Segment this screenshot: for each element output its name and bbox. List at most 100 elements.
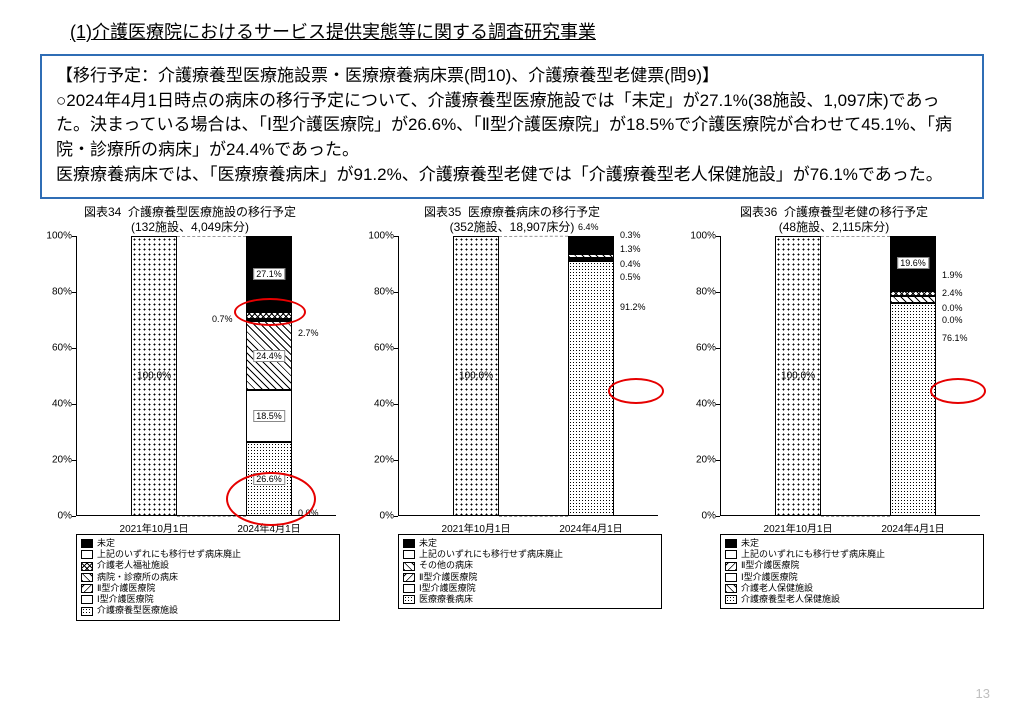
legend-item: Ⅰ型介護医療院 — [403, 583, 657, 594]
legend-swatch — [403, 562, 415, 571]
y-tick-label: 80% — [686, 286, 716, 297]
y-tick-label: 40% — [42, 398, 72, 409]
legend-swatch — [725, 550, 737, 559]
legend-label: 病院・診療所の病床 — [97, 572, 178, 583]
bar-total-label: 100.0% — [779, 370, 817, 381]
page-number: 13 — [976, 686, 990, 701]
bar-segment — [890, 296, 936, 303]
x-tick-label: 2024年4月1日 — [881, 520, 944, 535]
bar: 100.0% — [453, 236, 499, 516]
legend-swatch — [81, 562, 93, 571]
segment-external-label: 0.0% — [942, 303, 963, 313]
legend-swatch — [81, 607, 93, 616]
segment-label: 24.4% — [253, 350, 285, 362]
segment-external-label: 1.9% — [942, 270, 963, 280]
bar: 100.0% — [775, 236, 821, 516]
legend-item: 介護療養型老人保健施設 — [725, 594, 979, 605]
highlight-ellipse — [608, 378, 664, 404]
segment-label: 27.1% — [253, 268, 285, 280]
segment-external-label: 2.7% — [298, 328, 319, 338]
segment-label: 18.5% — [253, 410, 285, 422]
legend-item: その他の病床 — [403, 560, 657, 571]
legend-item: 上記のいずれにも移行せず病床廃止 — [403, 549, 657, 560]
legend-swatch — [403, 595, 415, 604]
chart-36: 図表36 介護療養型老健の移行予定 (48施設、2,115床分)0%20%40%… — [684, 205, 984, 621]
plot-area: 0%20%40%60%80%100%100.0%2021年10月1日76.1%0… — [720, 236, 980, 516]
legend-swatch — [403, 550, 415, 559]
plot-area: 0%20%40%60%80%100%100.0%2021年10月1日0.7%2.… — [76, 236, 336, 516]
legend-swatch — [81, 595, 93, 604]
legend-swatch — [403, 584, 415, 593]
x-tick-label: 2024年4月1日 — [559, 520, 622, 535]
y-tick-label: 0% — [686, 510, 716, 521]
segment-external-label: 76.1% — [942, 333, 968, 343]
bar-segment: 24.4% — [246, 321, 292, 389]
chart-35: 図表35 医療療養病床の移行予定 (352施設、18,907床分)0%20%40… — [362, 205, 662, 621]
legend-item: 介護療養型医療施設 — [81, 605, 335, 616]
legend-label: 未定 — [97, 538, 115, 549]
highlight-ellipse — [930, 378, 986, 404]
y-tick-label: 80% — [364, 286, 394, 297]
legend-swatch — [403, 573, 415, 582]
legend-label: 未定 — [419, 538, 437, 549]
highlight-ellipse — [226, 472, 316, 526]
legend-item: 未定 — [725, 538, 979, 549]
y-tick-label: 80% — [42, 286, 72, 297]
legend-item: 未定 — [81, 538, 335, 549]
legend-label: Ⅱ型介護医療院 — [419, 572, 477, 583]
legend-label: Ⅰ型介護医療院 — [419, 583, 476, 594]
y-tick-label: 40% — [686, 398, 716, 409]
legend-item: 介護老人保健施設 — [725, 583, 979, 594]
legend-item: 医療療養病床 — [403, 594, 657, 605]
legend-label: その他の病床 — [419, 560, 473, 571]
legend-label: Ⅰ型介護医療院 — [741, 572, 798, 583]
y-tick-label: 20% — [42, 454, 72, 465]
bar-segment — [568, 254, 614, 258]
legend-swatch — [81, 584, 93, 593]
legend-label: 未定 — [741, 538, 759, 549]
legend-swatch — [725, 584, 737, 593]
legend-item: 未定 — [403, 538, 657, 549]
y-tick-label: 40% — [364, 398, 394, 409]
chart-title: 図表34 介護療養型医療施設の移行予定 (132施設、4,049床分) — [40, 205, 340, 234]
legend-swatch — [403, 539, 415, 548]
y-tick-label: 60% — [42, 342, 72, 353]
legend-item: Ⅱ型介護医療院 — [81, 583, 335, 594]
x-tick-label: 2021年10月1日 — [764, 520, 833, 535]
box-line: 【移行予定：介護療養型医療施設票・医療療養病床票(問10)、介護療養型老健票(問… — [56, 64, 968, 89]
bar-segment — [890, 303, 936, 516]
segment-external-label: 2.4% — [942, 288, 963, 298]
bar: 19.6% — [890, 236, 936, 516]
legend-label: 介護老人保健施設 — [741, 583, 813, 594]
bar: 100.0% — [131, 236, 177, 516]
summary-box: 【移行予定：介護療養型医療施設票・医療療養病床票(問10)、介護療養型老健票(問… — [40, 54, 984, 199]
legend-item: Ⅰ型介護医療院 — [725, 572, 979, 583]
charts-row: 図表34 介護療養型医療施設の移行予定 (132施設、4,049床分)0%20%… — [40, 205, 984, 621]
highlight-ellipse — [234, 298, 306, 326]
segment-external-label: 1.3% — [620, 244, 641, 254]
legend-swatch — [725, 595, 737, 604]
bar-segment — [568, 236, 614, 254]
segment-external-label: 0.3% — [620, 230, 641, 240]
y-tick-label: 100% — [364, 230, 394, 241]
legend-label: 介護老人福祉施設 — [97, 560, 169, 571]
y-tick-label: 60% — [364, 342, 394, 353]
legend-swatch — [81, 573, 93, 582]
y-tick-label: 60% — [686, 342, 716, 353]
legend-label: 介護療養型医療施設 — [97, 605, 178, 616]
segment-external-label: 0.4% — [620, 259, 641, 269]
y-tick-label: 0% — [364, 510, 394, 521]
legend-swatch — [81, 550, 93, 559]
segment-external-label: 6.4% — [578, 222, 599, 232]
legend-swatch — [725, 573, 737, 582]
legend: 未定上記のいずれにも移行せず病床廃止Ⅱ型介護医療院Ⅰ型介護医療院介護老人保健施設… — [720, 534, 984, 610]
legend-swatch — [725, 562, 737, 571]
legend-item: Ⅱ型介護医療院 — [403, 572, 657, 583]
chart-title: 図表35 医療療養病床の移行予定 (352施設、18,907床分) — [362, 205, 662, 234]
bar-total-label: 100.0% — [135, 370, 173, 381]
page-root: (1)介護医療院におけるサービス提供実態等に関する調査研究事業 【移行予定：介護… — [0, 0, 1024, 715]
chart-34: 図表34 介護療養型医療施設の移行予定 (132施設、4,049床分)0%20%… — [40, 205, 340, 621]
legend-label: 上記のいずれにも移行せず病床廃止 — [741, 549, 885, 560]
segment-external-label: 0.7% — [212, 314, 233, 324]
box-line: 医療療養病床では、「医療療養病床」が91.2%、介護療養型老健では「介護療養型老… — [56, 163, 968, 188]
